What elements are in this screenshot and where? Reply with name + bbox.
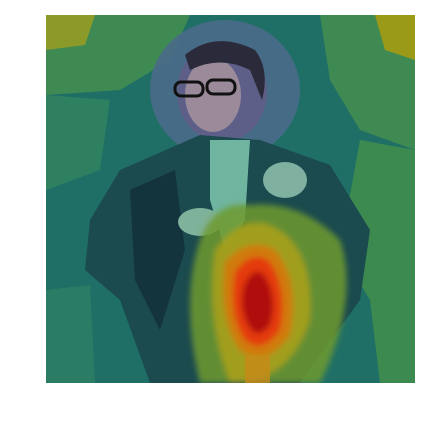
olive-corner — [46, 15, 95, 50]
glasses — [205, 78, 237, 96]
contour — [242, 271, 274, 334]
suit-shadow — [130, 170, 185, 330]
olive-corner — [375, 15, 415, 60]
glasses — [173, 80, 205, 98]
hand — [263, 162, 307, 198]
contour — [245, 355, 270, 383]
green-region — [46, 285, 95, 383]
green-region — [46, 95, 110, 190]
hair — [185, 41, 265, 100]
overlay — [46, 15, 415, 383]
hot-contours — [190, 204, 347, 383]
green-region — [340, 140, 415, 383]
